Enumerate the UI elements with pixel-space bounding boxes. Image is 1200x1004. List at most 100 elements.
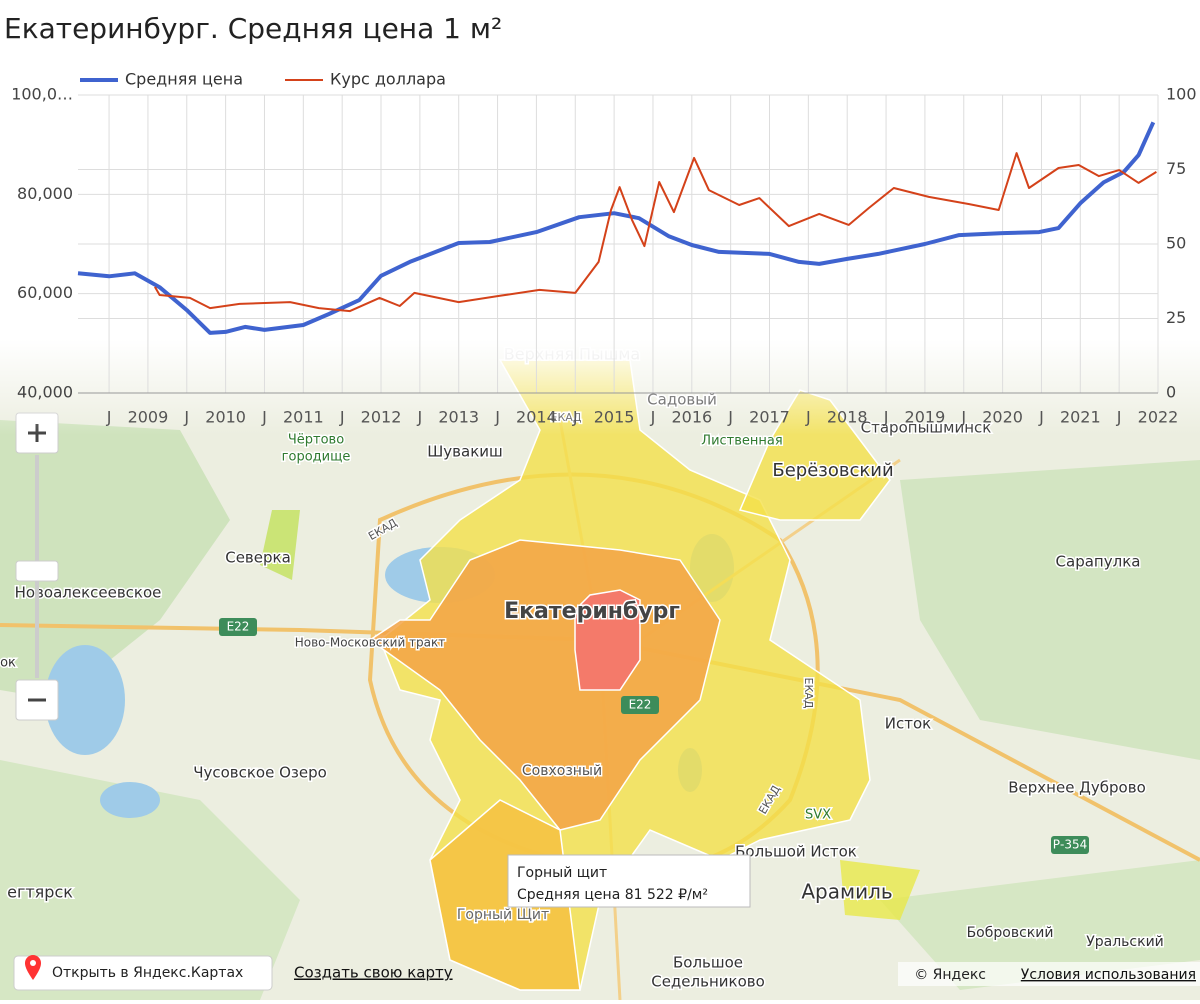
chart-title: Екатеринбург. Средняя цена 1 м² (4, 12, 502, 45)
forest (900, 460, 1200, 760)
map-label: Исток (885, 715, 931, 733)
x-tick-label: 2021 (1060, 408, 1101, 427)
lake (45, 645, 125, 755)
road-shield (219, 618, 257, 636)
map-label: Горный Щит (457, 907, 549, 923)
x-tick-label: J (572, 408, 578, 427)
map-label: егтярск (7, 883, 73, 902)
map-label: Екатеринбург (504, 599, 680, 624)
pin-dot (30, 960, 36, 966)
x-tick-label: 2011 (283, 408, 324, 427)
district[interactable] (429, 799, 581, 991)
x-tick-label: J (805, 408, 811, 427)
map-label: Большой Исток (735, 843, 857, 861)
terms-link[interactable]: Условия использования (1021, 967, 1196, 983)
map-label: SVX (805, 808, 831, 823)
map-label: E22 (227, 620, 250, 634)
x-tick-label: 2013 (438, 408, 479, 427)
lake (100, 782, 160, 818)
x-tick-label: 2017 (749, 408, 790, 427)
footer: Открыть в Яндекс.Картах Создать свою кар… (13, 955, 1200, 991)
y-tick-label: 40,000 (17, 383, 73, 402)
x-tick-label: J (960, 408, 966, 427)
zoom-handle[interactable] (15, 560, 59, 582)
tooltip: Горный щит Средняя цена 81 522 ₽/м² (507, 854, 751, 908)
x-tick-label: J (727, 408, 733, 427)
x-tick-label: J (183, 408, 189, 427)
map-label: Чёртово (288, 433, 344, 448)
map-label: Большое (673, 954, 743, 972)
forest (0, 420, 230, 700)
y2-tick-label: 50 (1166, 234, 1186, 253)
map-label: Чусовское Озеро (193, 764, 327, 782)
chart: Екатеринбург. Средняя цена 1 м² J 2009 J 20… (4, 12, 1197, 427)
create-link[interactable]: Создать свою карту (294, 964, 453, 982)
legend-label: Средняя цена (125, 70, 243, 89)
x-tick-label: 2020 (982, 408, 1023, 427)
map-label: Лиственная (701, 434, 782, 449)
y2-tick-label: 100 (1166, 85, 1197, 104)
map-label: Седельниково (651, 973, 765, 991)
x-tick-label: J (1038, 408, 1044, 427)
pin-icon (25, 955, 41, 980)
map-label: Р-354 (1053, 838, 1087, 852)
y2-tick-label: 75 (1166, 159, 1186, 178)
y2-tick-label: 0 (1166, 383, 1176, 402)
map-label: Верхнее Дуброво (1008, 779, 1146, 797)
district[interactable] (840, 860, 920, 920)
forest (0, 760, 300, 1000)
map-label: ЕКАД (802, 678, 815, 709)
series-line (77, 121, 1156, 335)
map-label: Шувакиш (427, 443, 502, 461)
open-button[interactable] (13, 955, 273, 991)
map-label: Новоалексеевское (15, 584, 162, 602)
legend-label: Курс доллара (330, 70, 446, 89)
tooltip-box (507, 854, 751, 908)
x-tick-label: 2016 (671, 408, 712, 427)
map-label: ок (0, 656, 16, 671)
map-label: Арамиль (801, 880, 892, 904)
x-tick-label: 2014 (516, 408, 557, 427)
y-tick-label: 100,0… (11, 85, 73, 104)
district[interactable] (260, 510, 300, 580)
x-tick-label: J (650, 408, 656, 427)
x-tick-label: J (261, 408, 267, 427)
x-tick-label: 2012 (361, 408, 402, 427)
road-shield (621, 696, 659, 714)
tooltip-title: Горный щит (517, 865, 607, 881)
series-line (154, 152, 1157, 313)
y-tick-label: 80,000 (17, 184, 73, 203)
x-tick-label: 2019 (905, 408, 946, 427)
x-tick-label: J (339, 408, 345, 427)
open-link[interactable]: Открыть в Яндекс.Картах (52, 965, 243, 981)
x-tick-label: J (494, 408, 500, 427)
x-tick-label: 2018 (827, 408, 868, 427)
map-label: Уральский (1086, 934, 1164, 950)
tooltip-text: Средняя цена 81 522 ₽/м² (517, 887, 708, 903)
x-tick-label: J (106, 408, 112, 427)
x-tick-label: 2010 (205, 408, 246, 427)
map-label: Бобровский (967, 925, 1054, 941)
x-tick-label: J (417, 408, 423, 427)
copyright-bg (898, 962, 1200, 986)
x-tick-label: 2022 (1138, 408, 1179, 427)
map-label: Ново-Московский тракт (295, 636, 446, 650)
copyright: © Яндекс (914, 967, 986, 983)
x-tick-label: 2009 (128, 408, 169, 427)
map-label: городище (282, 450, 351, 465)
map-label: E22 (629, 698, 652, 712)
x-tick-label: 2015 (594, 408, 635, 427)
x-tick-label: J (1116, 408, 1122, 427)
chart-backdrop (0, 0, 1200, 435)
district[interactable] (574, 589, 641, 691)
map-label: Берёзовский (772, 460, 893, 481)
y-tick-label: 60,000 (17, 283, 73, 302)
y2-tick-label: 25 (1166, 308, 1186, 327)
x-tick-label: J (883, 408, 889, 427)
forest (880, 860, 1200, 990)
map-label: Северка (225, 549, 291, 567)
road-shield (1051, 836, 1089, 854)
map-label: Сарапулка (1056, 553, 1141, 571)
